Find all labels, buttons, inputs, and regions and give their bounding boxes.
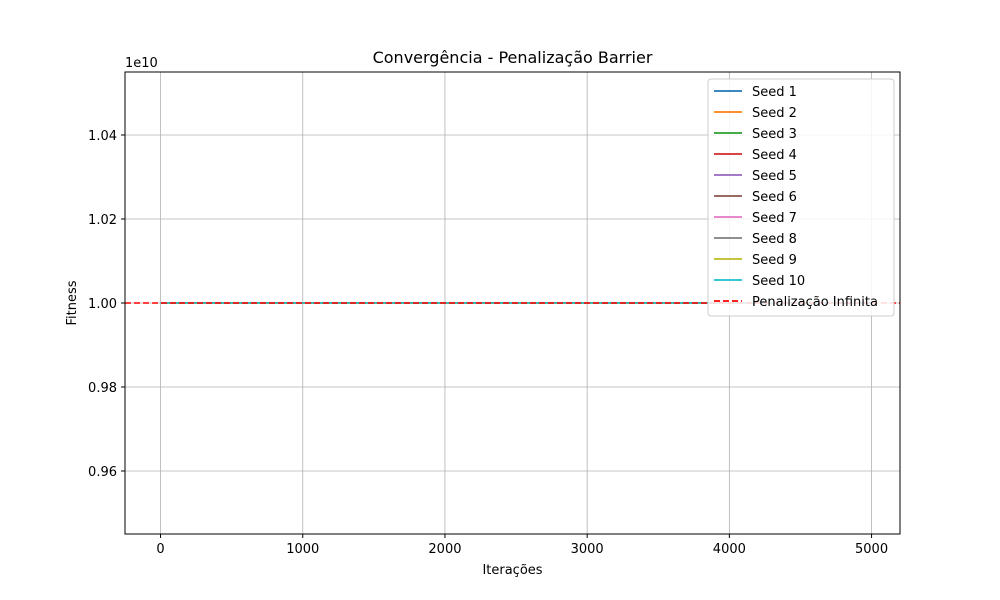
x-tick-label: 3000 [571, 542, 604, 557]
y-tick-label: 0.98 [88, 381, 117, 396]
y-offset-label: 1e10 [125, 56, 158, 71]
legend-label: Seed 3 [752, 127, 797, 142]
x-tick-label: 0 [156, 542, 164, 557]
x-axis-label: Iterações [482, 563, 542, 578]
legend-label: Seed 8 [752, 232, 797, 247]
chart-title: Convergência - Penalização Barrier [373, 48, 653, 67]
y-tick-label: 0.96 [88, 465, 117, 480]
legend-label: Seed 1 [752, 85, 797, 100]
y-tick-label: 1.00 [88, 297, 117, 312]
legend-label: Seed 4 [752, 148, 797, 163]
legend-box [707, 78, 895, 317]
x-tick-label: 4000 [713, 542, 746, 557]
y-tick-label: 1.04 [88, 129, 117, 144]
y-axis-label: Fitness [65, 280, 80, 325]
x-tick-label: 5000 [855, 542, 888, 557]
legend-label: Seed 5 [752, 169, 797, 184]
legend-label: Seed 2 [752, 106, 797, 121]
legend-label: Seed 10 [752, 274, 805, 289]
y-tick-label: 1.02 [88, 213, 117, 228]
legend-label: Penalização Infinita [752, 295, 878, 310]
x-tick-label: 1000 [286, 542, 319, 557]
legend-label: Seed 7 [752, 211, 797, 226]
legend: Seed 1 Seed 2 Seed 3 Seed 4 Seed 5 Seed 6 Seed… [707, 78, 895, 317]
legend-label: Seed 9 [752, 253, 797, 268]
x-tick-label: 2000 [428, 542, 461, 557]
ticks-layer: 0 1000 2000 3000 4000 5000 0.96 0.98 1.00 1.02 1.0… [88, 129, 888, 557]
legend-label: Seed 6 [752, 190, 797, 205]
